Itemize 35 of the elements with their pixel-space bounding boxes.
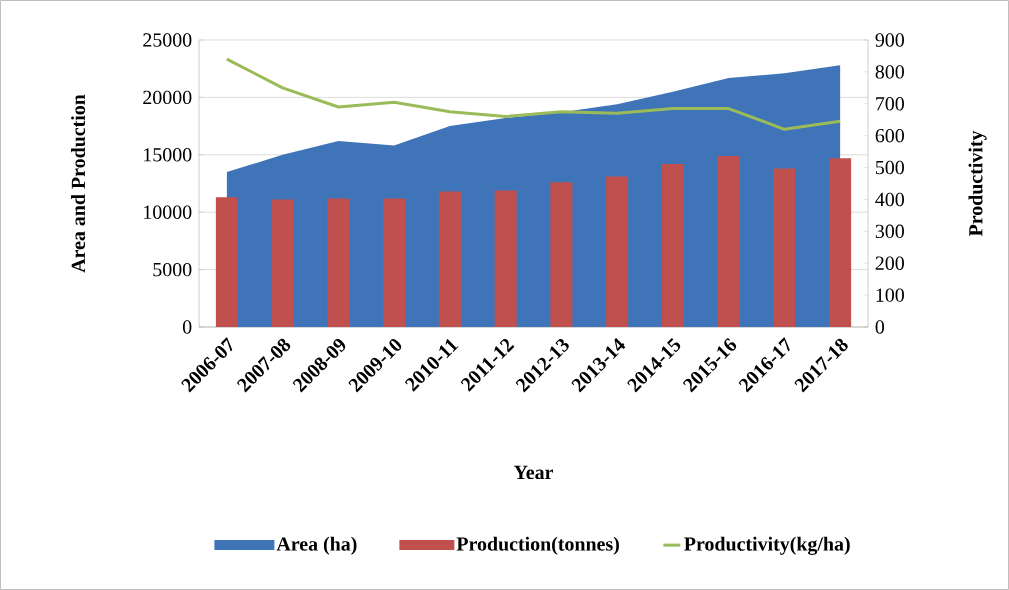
y-tick-label: 5000 bbox=[153, 262, 192, 277]
y-tick-label: 15000 bbox=[144, 148, 192, 162]
y2-tick-label: 800 bbox=[875, 65, 904, 79]
y2-tick-label: 300 bbox=[875, 224, 904, 239]
bar bbox=[271, 199, 294, 327]
y2-tick-label: 700 bbox=[876, 97, 904, 111]
bar bbox=[829, 158, 852, 327]
legend-label: Production(tonnes) bbox=[456, 536, 619, 555]
y-tick-label: 0 bbox=[182, 320, 192, 334]
bar bbox=[438, 191, 461, 327]
y2-tick-label: 900 bbox=[875, 33, 904, 47]
y2-tick-label: 0 bbox=[875, 320, 885, 334]
bar bbox=[773, 168, 796, 327]
x-axis-title: Year bbox=[513, 465, 554, 480]
bar bbox=[606, 176, 629, 327]
line-series bbox=[225, 57, 842, 131]
y-tick-label: 25000 bbox=[143, 33, 192, 47]
y2-tick-label: 100 bbox=[876, 288, 904, 302]
y2-axis-title: Productivity bbox=[968, 130, 987, 237]
bar bbox=[494, 190, 517, 327]
bar bbox=[661, 163, 684, 327]
bar bbox=[550, 182, 573, 327]
bar bbox=[215, 197, 238, 327]
legend-label: Productivity(kg/ha) bbox=[684, 536, 850, 555]
y2-tick-label: 200 bbox=[875, 256, 904, 270]
y-axis-title: Area and Production bbox=[71, 94, 86, 273]
bar bbox=[383, 198, 406, 327]
y2-tick-label: 500 bbox=[876, 160, 904, 175]
y-tick-label: 10000 bbox=[144, 205, 192, 219]
y2-tick-label: 600 bbox=[875, 128, 904, 143]
bar bbox=[717, 155, 740, 327]
bar bbox=[327, 198, 350, 327]
y2-tick-label: 400 bbox=[875, 192, 904, 207]
legend-label: Area (ha) bbox=[276, 536, 357, 555]
y-tick-label: 20000 bbox=[143, 90, 192, 105]
